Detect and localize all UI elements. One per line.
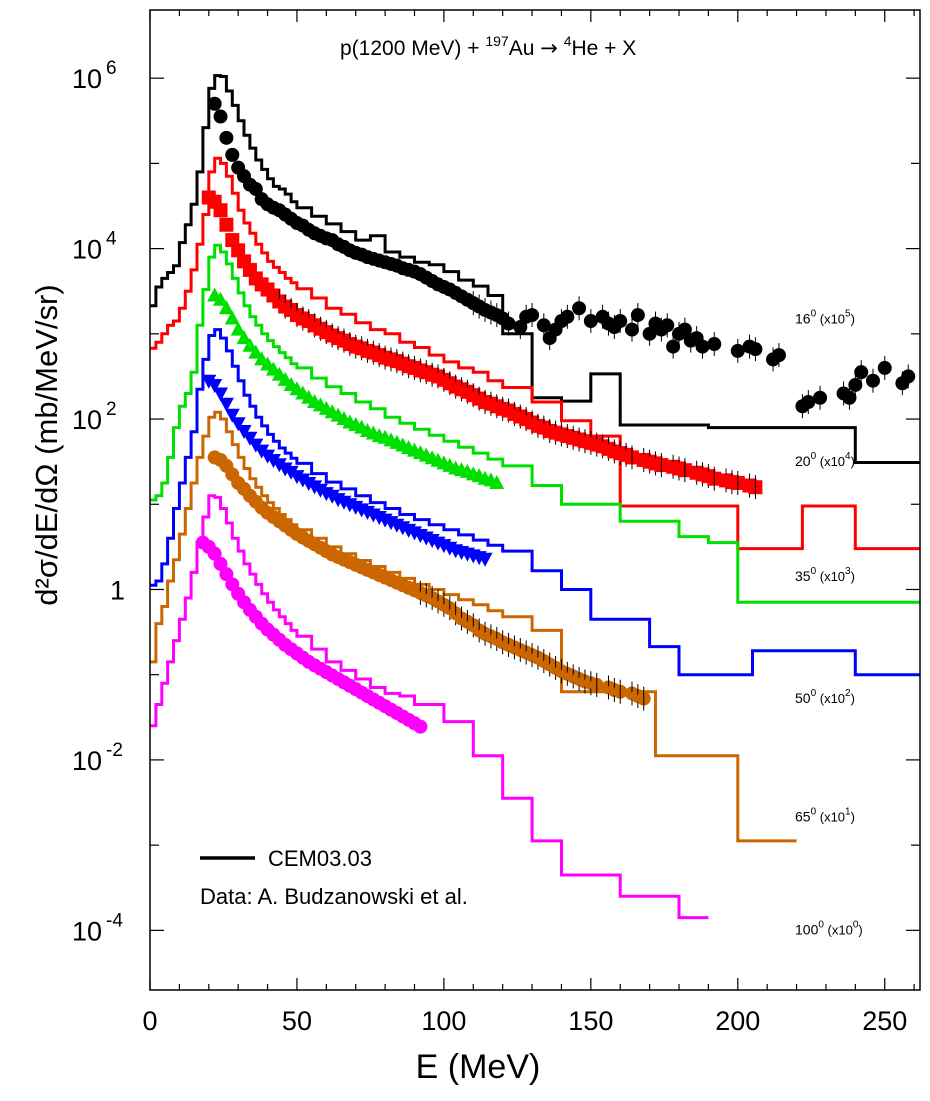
data-point	[207, 378, 223, 393]
series-label-16: 160 (x105)	[795, 309, 855, 327]
data-point	[224, 408, 240, 423]
series-label-100: 1000 (x100)	[795, 920, 863, 938]
data-point	[207, 96, 222, 111]
series-label-65: 650 (x101)	[795, 806, 855, 824]
data-point	[248, 181, 263, 196]
series-label-50: 500 (x102)	[795, 688, 855, 706]
x-tick-label: 250	[862, 1006, 907, 1036]
x-tick-label: 200	[715, 1006, 760, 1036]
data-point	[219, 130, 234, 145]
plot-frame	[149, 9, 921, 991]
axis-ticks	[149, 10, 920, 990]
data-point	[213, 387, 229, 402]
y-tick-label: 10 -2	[72, 740, 123, 776]
data-point	[213, 291, 229, 306]
calc-line-100	[150, 494, 709, 920]
calc-line-65	[150, 410, 797, 843]
calc-line-20	[150, 156, 920, 551]
chart-title: p(1200 MeV) + 197Au → 4He + X	[340, 33, 636, 60]
legend-data-label: Data: A. Budzanowski et al.	[200, 884, 468, 909]
data-point	[225, 147, 240, 162]
data-point	[224, 310, 240, 325]
x-tick-label: 50	[282, 1006, 312, 1036]
calc-line-16	[150, 74, 920, 464]
y-axis-title: d²σ/dE/dΩ (mb/MeV/sr)	[29, 284, 64, 605]
data-point	[413, 719, 428, 734]
data-points	[195, 96, 916, 734]
x-tick-label: 150	[568, 1006, 613, 1036]
y-tick-label: 10 2	[72, 399, 117, 435]
data-point	[242, 337, 258, 352]
y-tick-label: 1	[110, 575, 125, 605]
data-point	[231, 243, 246, 258]
data-point	[213, 203, 228, 218]
data-point	[218, 397, 234, 412]
data-point	[230, 321, 246, 336]
y-tick-label: 10 6	[72, 58, 117, 94]
legend-line-label: CEM03.03	[268, 846, 372, 871]
series-label-20: 200 (x104)	[795, 451, 855, 469]
calculation-lines	[150, 74, 920, 920]
calc-line-50	[150, 328, 920, 677]
data-point	[489, 474, 505, 489]
legend: CEM03.03 Data: A. Budzanowski et al.	[200, 846, 468, 909]
x-axis-title: E (MeV)	[416, 1048, 541, 1086]
data-point	[213, 109, 228, 124]
data-point	[219, 217, 234, 232]
x-tick-label: 100	[421, 1006, 466, 1036]
data-point	[213, 556, 228, 571]
series-label-35: 350 (x103)	[795, 566, 855, 584]
calc-line-35	[150, 243, 920, 604]
data-point	[236, 330, 252, 345]
y-tick-label: 10 -4	[72, 910, 123, 946]
series-labels: 160 (x105) 200 (x104) 350 (x103) 500 (x102)…	[795, 309, 863, 938]
tick-labels: 0 50 100 150 200 250 10 6 10 4 10 2 1 10 -2 10 -4	[72, 58, 907, 1036]
data-point	[207, 546, 222, 561]
y-tick-label: 10 4	[72, 229, 117, 265]
data-point	[477, 552, 493, 567]
data-point	[230, 417, 246, 432]
x-tick-label: 0	[142, 1006, 157, 1036]
data-point	[248, 344, 264, 359]
data-point	[219, 567, 234, 582]
data-point	[218, 300, 234, 315]
